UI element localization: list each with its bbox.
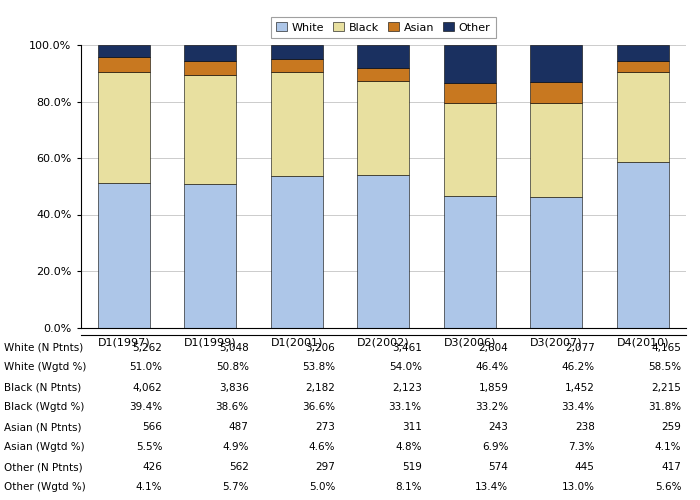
Bar <box>444 196 496 328</box>
Text: Black (N Ptnts): Black (N Ptnts) <box>4 382 80 392</box>
Bar <box>184 45 236 61</box>
Text: 562: 562 <box>229 462 248 472</box>
Text: 5,048: 5,048 <box>219 342 248 352</box>
Bar <box>271 72 323 176</box>
Text: 487: 487 <box>229 422 248 432</box>
Text: White (Wgtd %): White (Wgtd %) <box>4 362 86 372</box>
Bar <box>617 72 668 162</box>
Bar <box>357 82 410 175</box>
Text: 5.5%: 5.5% <box>136 442 162 452</box>
Text: 2,182: 2,182 <box>305 382 335 392</box>
Text: Asian (N Ptnts): Asian (N Ptnts) <box>4 422 81 432</box>
Text: 58.5%: 58.5% <box>648 362 681 372</box>
Bar <box>184 75 236 184</box>
Bar <box>98 56 150 72</box>
Bar <box>357 45 410 68</box>
Text: 3,461: 3,461 <box>392 342 421 352</box>
Bar <box>617 61 668 72</box>
Text: 46.4%: 46.4% <box>475 362 508 372</box>
Bar <box>98 184 150 328</box>
Text: White (N Ptnts): White (N Ptnts) <box>4 342 83 352</box>
Text: 3,206: 3,206 <box>305 342 335 352</box>
Text: 50.8%: 50.8% <box>216 362 248 372</box>
Text: 417: 417 <box>662 462 681 472</box>
Text: 5.6%: 5.6% <box>654 482 681 492</box>
Text: 426: 426 <box>142 462 162 472</box>
Text: 566: 566 <box>142 422 162 432</box>
Bar <box>98 45 150 56</box>
Legend: White, Black, Asian, Other: White, Black, Asian, Other <box>271 16 496 38</box>
Text: 243: 243 <box>489 422 508 432</box>
Bar <box>531 197 582 328</box>
Text: 5.0%: 5.0% <box>309 482 335 492</box>
Text: 33.1%: 33.1% <box>389 402 421 412</box>
Text: 574: 574 <box>489 462 508 472</box>
Text: 4.1%: 4.1% <box>136 482 162 492</box>
Text: 5.7%: 5.7% <box>222 482 248 492</box>
Text: Asian (Wgtd %): Asian (Wgtd %) <box>4 442 84 452</box>
Text: 51.0%: 51.0% <box>130 362 162 372</box>
Text: 273: 273 <box>316 422 335 432</box>
Bar <box>271 59 323 72</box>
Bar <box>444 83 496 102</box>
Bar <box>98 72 150 184</box>
Text: 4,165: 4,165 <box>652 342 681 352</box>
Text: 53.8%: 53.8% <box>302 362 335 372</box>
Text: 311: 311 <box>402 422 421 432</box>
Text: 1,859: 1,859 <box>478 382 508 392</box>
Bar <box>444 46 496 83</box>
Text: 4,062: 4,062 <box>132 382 162 392</box>
Text: 39.4%: 39.4% <box>129 402 162 412</box>
Text: 8.1%: 8.1% <box>395 482 421 492</box>
Text: 238: 238 <box>575 422 595 432</box>
Text: 38.6%: 38.6% <box>216 402 248 412</box>
Text: 259: 259 <box>662 422 681 432</box>
Text: 33.4%: 33.4% <box>561 402 595 412</box>
Text: 4.1%: 4.1% <box>654 442 681 452</box>
Text: 3,836: 3,836 <box>219 382 248 392</box>
Bar <box>617 45 668 61</box>
Text: 445: 445 <box>575 462 595 472</box>
Text: 519: 519 <box>402 462 421 472</box>
Text: 13.4%: 13.4% <box>475 482 508 492</box>
Text: 33.2%: 33.2% <box>475 402 508 412</box>
Text: 36.6%: 36.6% <box>302 402 335 412</box>
Bar <box>531 46 582 82</box>
Text: 297: 297 <box>316 462 335 472</box>
Text: 2,123: 2,123 <box>392 382 421 392</box>
Text: 4.6%: 4.6% <box>309 442 335 452</box>
Bar <box>184 61 236 75</box>
Text: 5,262: 5,262 <box>132 342 162 352</box>
Text: 2,604: 2,604 <box>479 342 508 352</box>
Bar <box>184 184 236 328</box>
Text: Other (N Ptnts): Other (N Ptnts) <box>4 462 82 472</box>
Text: 13.0%: 13.0% <box>561 482 595 492</box>
Text: 2,077: 2,077 <box>565 342 595 352</box>
Text: 4.9%: 4.9% <box>222 442 248 452</box>
Bar <box>617 162 668 328</box>
Bar <box>531 82 582 102</box>
Text: Other (Wgtd %): Other (Wgtd %) <box>4 482 85 492</box>
Bar <box>271 45 323 59</box>
Bar <box>271 176 323 328</box>
Text: 6.9%: 6.9% <box>482 442 508 452</box>
Text: Black (Wgtd %): Black (Wgtd %) <box>4 402 84 412</box>
Bar <box>357 175 410 328</box>
Text: 7.3%: 7.3% <box>568 442 595 452</box>
Text: 4.8%: 4.8% <box>395 442 421 452</box>
Text: 31.8%: 31.8% <box>648 402 681 412</box>
Text: 54.0%: 54.0% <box>389 362 421 372</box>
Bar <box>531 102 582 197</box>
Text: 2,215: 2,215 <box>652 382 681 392</box>
Text: 46.2%: 46.2% <box>561 362 595 372</box>
Bar <box>444 102 496 196</box>
Text: 1,452: 1,452 <box>565 382 595 392</box>
Bar <box>357 68 410 82</box>
